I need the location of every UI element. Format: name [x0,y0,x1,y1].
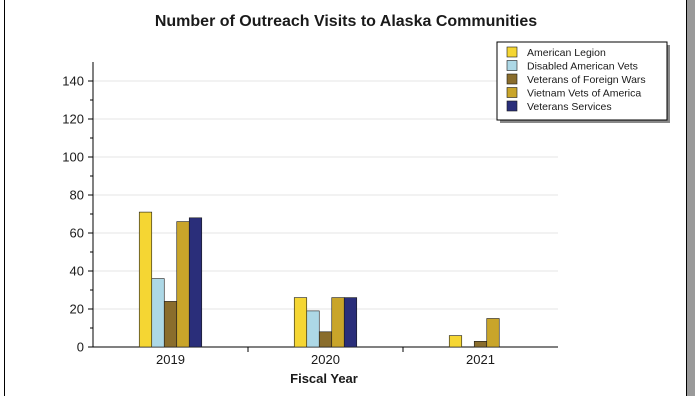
bar-veterans-of-foreign-wars-2020 [318,331,333,348]
bar-american-legion-2020 [293,297,308,348]
legend-swatch [506,73,518,85]
legend-swatch [506,100,518,112]
y-tick-label: 20 [70,302,84,317]
bars [138,211,500,348]
y-axis: 0 20 40 60 80 100 120 140 [62,62,94,355]
y-tick-label: 100 [62,150,84,165]
bar-vietnam-vets-of-america-2020 [331,297,345,348]
bar-veterans-of-foreign-wars-2019 [163,301,178,348]
gridlines [93,80,558,310]
window-shadow [687,0,695,396]
y-tick-label: 40 [70,264,84,279]
legend-swatch [506,60,518,71]
legend-label: Veterans of Foreign Wars [527,74,646,86]
bar-american-legion-2019 [138,211,153,348]
y-tick-label: 80 [70,188,84,203]
legend-label: Disabled American Vets [527,61,638,73]
y-tick-label: 60 [70,226,84,241]
x-tick-label: 2019 [156,352,185,367]
legend-swatch [506,46,518,58]
y-tick-label: 0 [77,340,84,355]
window-border-right [686,0,687,396]
legend-label: American Legion [527,47,606,59]
x-axis: 2019 2020 2021 [93,346,558,367]
legend-box [496,41,668,121]
window-border-left [4,0,5,396]
y-tick-label: 120 [62,112,84,127]
bar-veterans-services-2019 [188,217,203,348]
bar-vietnam-vets-of-america-2021 [486,318,500,348]
bar-disabled-american-vets-2019 [151,278,165,348]
bar-american-legion-2021 [448,335,463,348]
bar-disabled-american-vets-2020 [306,310,320,348]
y-tick-label: 140 [62,74,84,89]
x-tick-label: 2020 [311,352,340,367]
x-axis-title: Fiscal Year [290,371,358,386]
bar-vietnam-vets-of-america-2019 [176,221,190,348]
legend-swatch [506,87,518,98]
legend-label: Vietnam Vets of America [527,88,641,100]
x-tick-label: 2021 [466,352,495,367]
bar-veterans-services-2020 [343,297,358,348]
bar-veterans-of-foreign-wars-2021 [473,340,488,348]
legend-label: Veterans Services [527,101,612,113]
chart-title: Number of Outreach Visits to Alaska Comm… [155,13,537,30]
